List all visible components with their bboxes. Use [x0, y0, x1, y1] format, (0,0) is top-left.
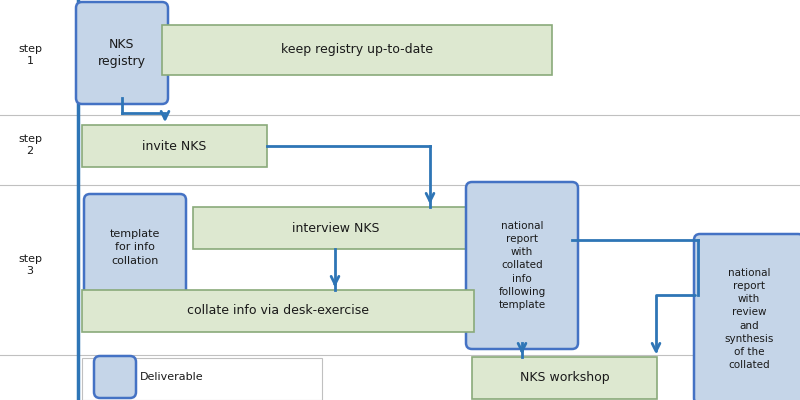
- FancyBboxPatch shape: [82, 358, 322, 400]
- Text: step
2: step 2: [18, 134, 42, 156]
- FancyBboxPatch shape: [84, 194, 186, 301]
- Text: template
for info
collation: template for info collation: [110, 229, 160, 266]
- Text: step
1: step 1: [18, 44, 42, 66]
- Text: NKS
registry: NKS registry: [98, 38, 146, 68]
- FancyBboxPatch shape: [472, 357, 657, 399]
- Text: national
report
with
review
and
synthesis
of the
collated: national report with review and synthesi…: [724, 268, 774, 370]
- FancyBboxPatch shape: [193, 207, 478, 249]
- Text: keep registry up-to-date: keep registry up-to-date: [281, 44, 433, 56]
- Text: NKS workshop: NKS workshop: [520, 372, 610, 384]
- Text: invite NKS: invite NKS: [142, 140, 206, 152]
- Text: national
report
with
collated
info
following
template: national report with collated info follo…: [498, 221, 546, 310]
- Text: step
3: step 3: [18, 254, 42, 276]
- FancyBboxPatch shape: [82, 125, 267, 167]
- FancyBboxPatch shape: [76, 2, 168, 104]
- FancyBboxPatch shape: [162, 25, 552, 75]
- Text: collate info via desk-exercise: collate info via desk-exercise: [187, 304, 369, 318]
- FancyBboxPatch shape: [466, 182, 578, 349]
- FancyBboxPatch shape: [94, 356, 136, 398]
- FancyBboxPatch shape: [694, 234, 800, 400]
- Text: interview NKS: interview NKS: [292, 222, 379, 234]
- Text: Deliverable: Deliverable: [140, 372, 204, 382]
- FancyBboxPatch shape: [82, 290, 474, 332]
